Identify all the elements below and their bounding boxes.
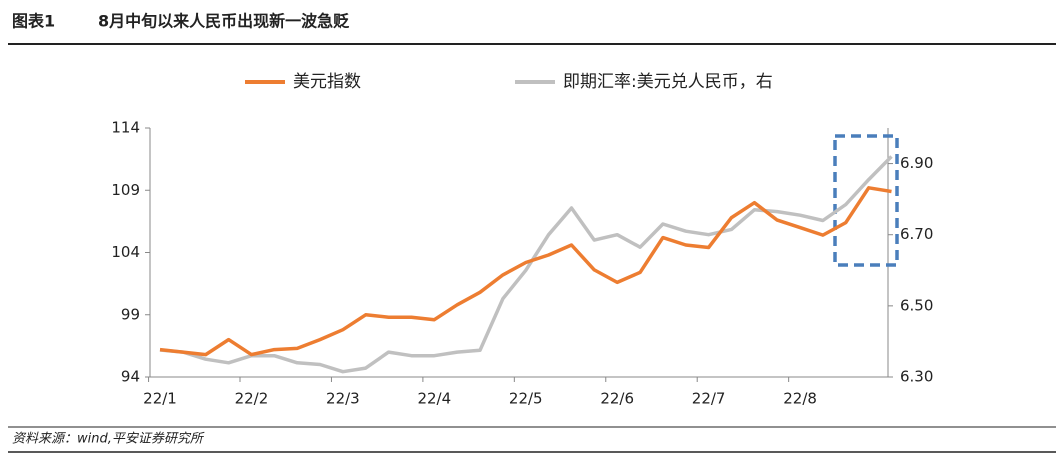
x-tick-label: 22/1 <box>143 390 177 408</box>
x-tick-label: 22/4 <box>417 390 451 408</box>
series-line <box>159 155 893 374</box>
figure-label: 图表1 <box>12 12 55 31</box>
y-tick-label: 114 <box>111 119 140 137</box>
y2-tick-label: 6.90 <box>900 154 933 172</box>
legend-label: 美元指数 <box>293 72 361 92</box>
x-tick-label: 22/7 <box>692 390 726 408</box>
x-tick-label: 22/8 <box>783 390 817 408</box>
y2-tick-label: 6.50 <box>900 296 933 314</box>
legend-label: 即期汇率:美元兑人民币，右 <box>563 72 773 92</box>
x-tick-label: 22/2 <box>235 390 269 408</box>
y-tick-label: 99 <box>121 305 140 323</box>
x-tick-label: 22/6 <box>600 390 634 408</box>
y2-tick-label: 6.30 <box>900 368 933 386</box>
y2-tick-label: 6.70 <box>900 225 933 243</box>
y-tick-label: 109 <box>111 181 140 199</box>
series-line <box>159 186 892 357</box>
y-tick-label: 104 <box>111 243 140 261</box>
x-tick-label: 22/3 <box>326 390 360 408</box>
chart-title: 8月中旬以来人民币出现新一波急贬 <box>98 12 350 31</box>
x-tick-label: 22/5 <box>509 390 543 408</box>
source: 资料来源：wind,平安证券研究所 <box>12 431 205 447</box>
y-tick-label: 94 <box>121 368 140 386</box>
